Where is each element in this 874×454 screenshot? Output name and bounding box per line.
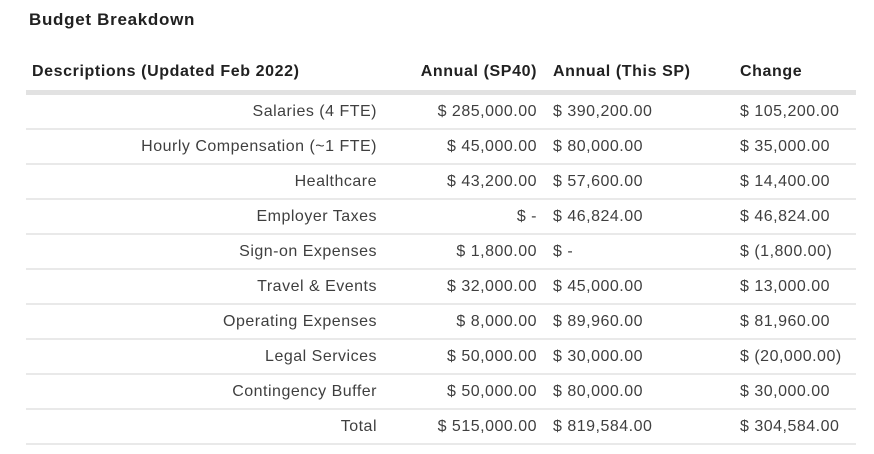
cell-annual-sp40: $ 285,000.00 [377,92,537,130]
cell-description: Total [26,409,377,445]
cell-annual-sp40: $ 45,000.00 [377,129,537,165]
table-row: Hourly Compensation (~1 FTE) $ 45,000.00… [26,129,856,165]
cell-annual-sp40: $ 50,000.00 [377,374,537,410]
table-row: Salaries (4 FTE) $ 285,000.00 $ 390,200.… [26,92,856,130]
cell-annual-sp40: $ 1,800.00 [377,234,537,270]
column-header-descriptions: Descriptions (Updated Feb 2022) [26,61,377,95]
header-row: Descriptions (Updated Feb 2022) Annual (… [26,61,856,95]
cell-annual-sp40: $ 32,000.00 [377,269,537,305]
cell-annual-sp40: $ 43,200.00 [377,164,537,200]
table-row-total: Total $ 515,000.00 $ 819,584.00 $ 304,58… [26,409,856,445]
cell-description: Legal Services [26,339,377,375]
table-row: Healthcare $ 43,200.00 $ 57,600.00 $ 14,… [26,164,856,200]
cell-change: $ 105,200.00 [737,92,856,130]
column-header-change: Change [737,61,856,95]
cell-annual-this-sp: $ 390,200.00 [537,92,737,130]
cell-annual-sp40: $ 515,000.00 [377,409,537,445]
cell-description: Hourly Compensation (~1 FTE) [26,129,377,165]
cell-annual-this-sp: $ 46,824.00 [537,199,737,235]
table-row: Employer Taxes $ - $ 46,824.00 $ 46,824.… [26,199,856,235]
cell-change: $ 81,960.00 [737,304,856,340]
cell-annual-sp40: $ - [377,199,537,235]
cell-annual-sp40: $ 50,000.00 [377,339,537,375]
budget-table: Descriptions (Updated Feb 2022) Annual (… [26,61,856,445]
cell-annual-this-sp: $ - [537,234,737,270]
cell-change: $ 14,400.00 [737,164,856,200]
cell-change: $ (1,800.00) [737,234,856,270]
cell-change: $ 35,000.00 [737,129,856,165]
cell-annual-this-sp: $ 30,000.00 [537,339,737,375]
cell-annual-this-sp: $ 819,584.00 [537,409,737,445]
column-header-annual-sp40: Annual (SP40) [377,61,537,95]
table-row: Contingency Buffer $ 50,000.00 $ 80,000.… [26,374,856,410]
cell-description: Healthcare [26,164,377,200]
cell-annual-this-sp: $ 89,960.00 [537,304,737,340]
table-row: Sign-on Expenses $ 1,800.00 $ - $ (1,800… [26,234,856,270]
table-row: Operating Expenses $ 8,000.00 $ 89,960.0… [26,304,856,340]
cell-annual-sp40: $ 8,000.00 [377,304,537,340]
cell-change: $ 304,584.00 [737,409,856,445]
cell-change: $ 30,000.00 [737,374,856,410]
cell-description: Operating Expenses [26,304,377,340]
cell-change: $ 46,824.00 [737,199,856,235]
cell-annual-this-sp: $ 57,600.00 [537,164,737,200]
cell-change: $ (20,000.00) [737,339,856,375]
cell-change: $ 13,000.00 [737,269,856,305]
cell-description: Travel & Events [26,269,377,305]
cell-description: Sign-on Expenses [26,234,377,270]
cell-description: Contingency Buffer [26,374,377,410]
cell-annual-this-sp: $ 80,000.00 [537,129,737,165]
page-title: Budget Breakdown [29,10,196,29]
cell-annual-this-sp: $ 45,000.00 [537,269,737,305]
cell-annual-this-sp: $ 80,000.00 [537,374,737,410]
cell-description: Employer Taxes [26,199,377,235]
table-row: Travel & Events $ 32,000.00 $ 45,000.00 … [26,269,856,305]
cell-description: Salaries (4 FTE) [26,92,377,130]
table-row: Legal Services $ 50,000.00 $ 30,000.00 $… [26,339,856,375]
column-header-annual-this-sp: Annual (This SP) [537,61,737,95]
